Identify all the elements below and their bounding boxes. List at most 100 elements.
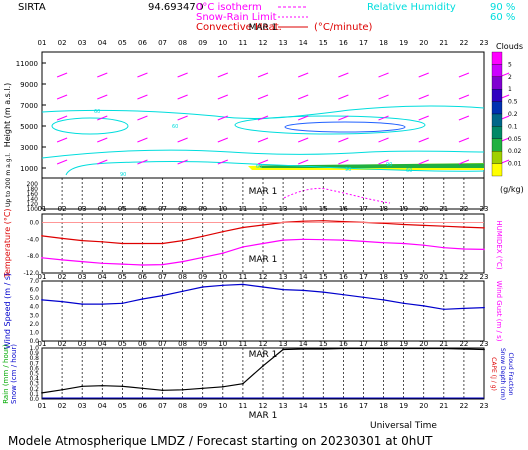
wind-barb <box>56 72 68 78</box>
rh-contour-label-6: 90 <box>120 172 126 178</box>
wind-barb <box>458 94 470 100</box>
temperature-point <box>141 242 144 245</box>
hour-labels-temp-02: 02 <box>58 273 67 281</box>
hour-labels-bottom-01: 01 <box>38 402 47 410</box>
hour-labels-bottom-04: 04 <box>98 402 107 410</box>
temperature-point <box>161 242 164 245</box>
hour-labels-bottom-11: 11 <box>238 402 247 410</box>
hour-labels-bottom-14: 14 <box>299 402 308 410</box>
hour-labels-bottom-02: 02 <box>58 402 67 410</box>
precip-point <box>302 348 305 350</box>
hour-labels-wind-22: 22 <box>459 340 468 348</box>
hour-labels-temp-03: 03 <box>78 273 87 281</box>
hour-labels-wind-21: 21 <box>439 340 448 348</box>
clouds-legend-swatch <box>491 163 503 177</box>
temperature-point <box>322 219 325 222</box>
temperature-point <box>41 235 43 237</box>
hour-labels-clouds-18: 18 <box>379 205 388 213</box>
wind-point <box>382 298 385 301</box>
height-tick-7000: 7000 <box>20 102 38 110</box>
wind-barb <box>257 115 269 121</box>
hour-labels-wind-23: 23 <box>480 340 489 348</box>
wind-gust-ylabel: Wind Gust (m / s) <box>495 280 503 341</box>
wind-barb <box>297 94 309 100</box>
precip-ytick-0.0: 0.0 <box>29 396 39 403</box>
lower-ylabel: Up to 200 m a.g.l. <box>5 153 12 207</box>
wind-barb <box>177 159 188 165</box>
wind-barb <box>378 115 389 121</box>
hour-labels-wind-05: 05 <box>118 340 127 348</box>
hour-labels-bottom-20: 20 <box>419 402 428 410</box>
hour-labels-bottom-09: 09 <box>198 402 207 410</box>
temperature-point <box>201 256 204 259</box>
hour-labels-temp-06: 06 <box>138 273 147 281</box>
wind-barb <box>418 159 429 165</box>
wind-barb <box>217 94 229 100</box>
hour-labels-wind-19: 19 <box>399 340 408 348</box>
wind-barb <box>97 94 108 100</box>
temperature-ytick--12.0: -12.0 <box>23 270 39 277</box>
height-tick-5000: 5000 <box>20 123 38 131</box>
clouds-legend-level-0.01: 0.01 <box>508 161 522 168</box>
temperature-point <box>221 252 224 255</box>
hour-labels-clouds-14: 14 <box>299 205 308 213</box>
wind-barb <box>56 94 68 100</box>
temperature-ytick--8.0: -8.0 <box>27 253 39 260</box>
precip-point <box>322 348 325 350</box>
clouds-legend-swatch <box>491 76 503 90</box>
wind-point <box>402 302 405 305</box>
temperature-point <box>221 230 224 233</box>
hour-labels-clouds-04: 04 <box>98 205 107 213</box>
wind-ytick-3.0: 3.0 <box>29 312 39 319</box>
hour-labels-top-15: 15 <box>319 39 328 47</box>
temperature-point <box>302 238 305 241</box>
hour-labels-bottom-08: 08 <box>178 402 187 410</box>
wind-barb <box>297 72 309 78</box>
hour-labels-top-22: 22 <box>459 39 468 47</box>
precip-ytick-0.1: 0.1 <box>29 391 39 398</box>
height-tick-9000: 9000 <box>20 81 38 89</box>
wind-barb <box>297 115 309 121</box>
clouds-legend-swatch <box>491 113 503 127</box>
precip-point <box>382 347 385 350</box>
hour-labels-temp-23: 23 <box>480 273 489 281</box>
temperature-point <box>463 226 465 228</box>
temperature-point <box>242 226 244 229</box>
lower-tick-200: 200 <box>27 181 39 188</box>
temperature-point <box>81 239 84 242</box>
hour-labels-top-21: 21 <box>439 39 448 47</box>
hour-labels-bottom-13: 13 <box>279 402 288 410</box>
lower-tick-120: 120 <box>27 201 39 208</box>
wind-point <box>181 290 184 293</box>
temperature-point <box>282 239 284 242</box>
wind-barb <box>177 137 188 143</box>
temperature-point <box>121 242 124 245</box>
hour-labels-wind-03: 03 <box>78 340 87 348</box>
temperature-ytick--4.0: -4.0 <box>27 236 39 243</box>
hour-labels-top-02: 02 <box>58 39 67 47</box>
hour-labels-top-18: 18 <box>379 39 388 47</box>
hour-labels-temp-09: 09 <box>198 273 207 281</box>
precip-ytick-0.5: 0.5 <box>29 371 39 378</box>
lower-tick-180: 180 <box>27 186 39 193</box>
wind-point <box>262 286 264 288</box>
hour-labels-wind-02: 02 <box>58 340 67 348</box>
hour-labels-wind-16: 16 <box>339 340 348 348</box>
hour-labels-top-11: 11 <box>238 39 247 47</box>
snow-depth-ylabel: Snow Depth (cm) <box>499 348 506 400</box>
legend-rh: Relative Humidity <box>367 2 456 13</box>
clouds-legend-level-5: 5 <box>508 61 512 68</box>
wind-barb <box>458 159 470 165</box>
hour-labels-bottom-15: 15 <box>319 402 328 410</box>
hour-labels-clouds-05: 05 <box>118 205 127 213</box>
wind-barb <box>137 115 148 121</box>
clouds-legend-swatch <box>491 138 503 152</box>
precip-ytick-0.2: 0.2 <box>29 386 39 393</box>
wind-barb <box>257 137 269 143</box>
precip-point <box>81 385 84 388</box>
hour-labels-temp-11: 11 <box>238 273 247 281</box>
chart-area: 01 02 03 04 05 06 07 08 09 10 11 12 13 14 15 16 17 18 19 20… <box>2 23 524 421</box>
hour-labels-top-14: 14 <box>299 39 308 47</box>
hour-labels-wind-13: 13 <box>279 340 288 348</box>
